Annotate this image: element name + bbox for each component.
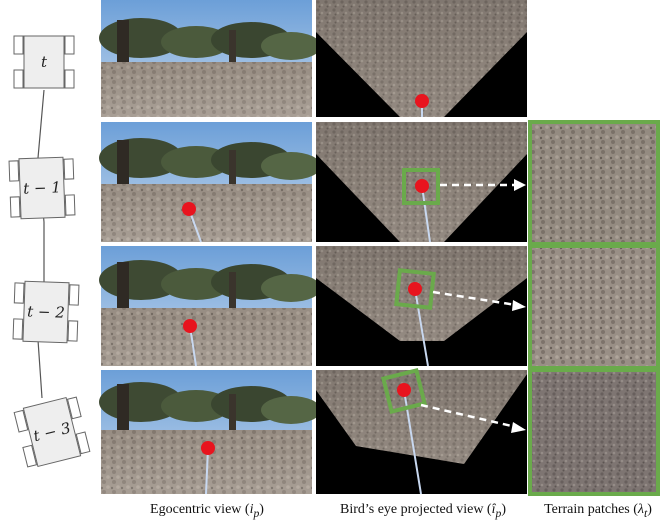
robot-label-t: t bbox=[41, 53, 48, 71]
birds-eye-image-t-minus-2 bbox=[316, 246, 527, 367]
birds-eye-image-t bbox=[316, 0, 527, 117]
robot-trajectory: t t − 1 t − 2 t − 3 bbox=[8, 35, 91, 468]
robot-position-marker bbox=[201, 441, 215, 455]
patch-arrow bbox=[420, 403, 517, 429]
egocentric-views bbox=[99, 0, 321, 495]
robot-state-t-minus-3: t − 3 bbox=[13, 396, 91, 468]
caption-terrain-close: ) bbox=[647, 502, 652, 517]
patch-box bbox=[380, 367, 428, 415]
caption-birds-eye-text: Bird’s eye projected view ( bbox=[339, 502, 492, 517]
caption-egocentric-close: ) bbox=[259, 502, 264, 517]
robot-state-t: t bbox=[13, 35, 75, 89]
robot-position-marker bbox=[415, 94, 429, 108]
caption-birds-eye: Bird’s eye projected view (îp) bbox=[318, 502, 528, 520]
caption-egocentric: Egocentric view (ip) bbox=[112, 502, 302, 520]
patch-box bbox=[402, 168, 440, 205]
egocentric-image-t-minus-2 bbox=[99, 246, 321, 367]
caption-terrain-text: Terrain patches ( bbox=[544, 502, 638, 517]
robot-position-marker bbox=[183, 319, 197, 333]
egocentric-image-t-minus-3 bbox=[99, 370, 321, 495]
caption-egocentric-text: Egocentric view ( bbox=[150, 502, 250, 517]
egocentric-image-t bbox=[99, 0, 321, 117]
arrowhead bbox=[511, 422, 526, 433]
terrain-patch-t-minus-2 bbox=[528, 244, 660, 370]
caption-birds-eye-symbol: î bbox=[491, 502, 496, 517]
trajectory-line bbox=[37, 89, 45, 399]
robot-position-marker bbox=[415, 179, 429, 193]
caption-birds-eye-subscript: p bbox=[495, 506, 502, 520]
caption-terrain-symbol: λ bbox=[637, 502, 644, 517]
terrain-patches bbox=[528, 120, 660, 496]
robot-position-marker bbox=[408, 282, 422, 296]
egocentric-image-t-minus-1 bbox=[99, 122, 321, 243]
caption-terrain-subscript: t bbox=[644, 506, 648, 520]
arrowhead bbox=[514, 179, 526, 191]
patch-arrow bbox=[432, 290, 517, 307]
caption-egocentric-subscript: p bbox=[253, 506, 260, 520]
terrain-patch-t-minus-3 bbox=[528, 368, 660, 496]
robot-state-t-minus-1: t − 1 bbox=[8, 156, 76, 220]
birds-eye-views bbox=[316, 0, 527, 495]
patch-box bbox=[394, 268, 436, 310]
robot-state-t-minus-2: t − 2 bbox=[12, 280, 80, 344]
arrowhead bbox=[512, 300, 526, 311]
birds-eye-image-t-minus-3 bbox=[316, 367, 527, 495]
robot-position-marker bbox=[397, 383, 411, 397]
caption-egocentric-symbol: i bbox=[249, 502, 254, 517]
birds-eye-image-t-minus-1 bbox=[316, 122, 527, 243]
patch-arrows bbox=[420, 179, 526, 433]
caption-birds-eye-close: ) bbox=[501, 502, 506, 517]
caption-terrain: Terrain patches (λt) bbox=[530, 502, 666, 520]
robot-position-marker bbox=[182, 202, 196, 216]
robot-label-t-minus-1: t − 1 bbox=[23, 178, 61, 197]
terrain-patch-t-minus-1 bbox=[528, 120, 660, 246]
robot-label-t-minus-2: t − 2 bbox=[27, 302, 65, 321]
